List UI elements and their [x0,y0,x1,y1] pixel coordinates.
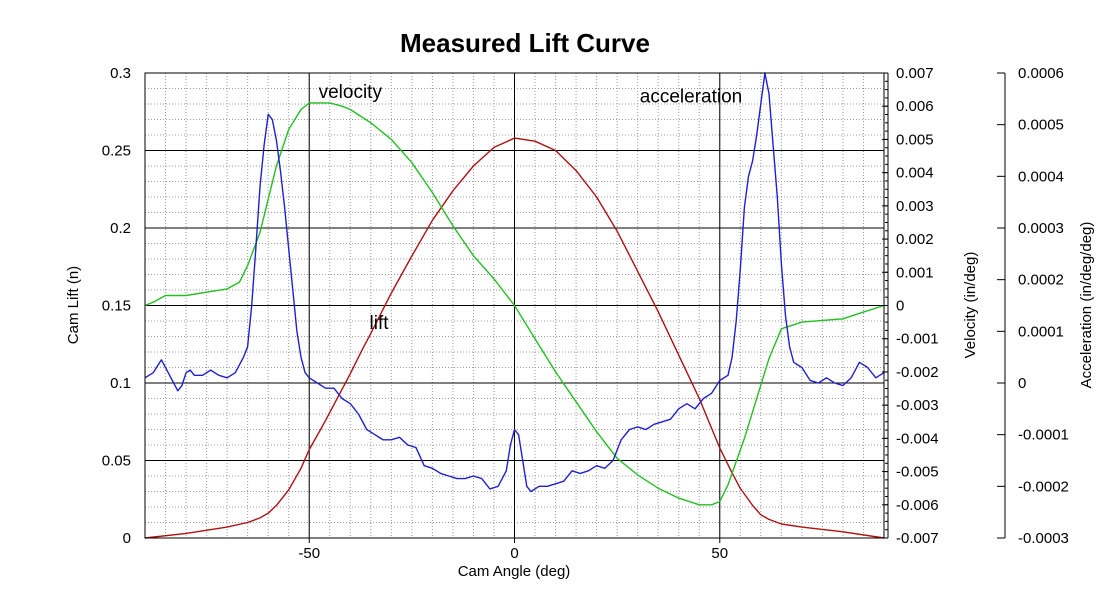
annotations: velocity acceleration lift [319,82,743,334]
acceleration-tick-label: -0.0003 [1018,530,1069,547]
velocity-tick-label: -0.006 [896,497,939,514]
lift-tick-label: 0.1 [110,375,131,392]
lift-annotation: lift [370,313,390,334]
velocity-tick-label: -0.005 [896,464,939,481]
velocity-tick-label: -0.004 [896,430,939,447]
lift-tick-label: 0.2 [110,220,131,237]
acceleration-axis-label: Acceleration (in/deg/deg) [1078,222,1095,389]
acceleration-tick-label: 0.0006 [1018,65,1064,82]
x-tick-label: 0 [510,545,518,562]
velocity-series-line [144,102,885,506]
x-tick-label: 50 [711,545,728,562]
x-tick-label: -50 [298,545,320,562]
velocity-annotation: velocity [319,82,383,103]
velocity-axis-label: Velocity (in/deg) [962,252,979,359]
acceleration-annotation: acceleration [640,86,742,107]
lift-tick-label: 0 [123,530,131,547]
velocity-tick-label: -0.002 [896,364,939,381]
velocity-tick-label: -0.007 [896,530,939,547]
acceleration-tick-label: 0.0005 [1018,117,1064,134]
acceleration-tick-label: 0.0004 [1018,168,1064,185]
velocity-tick-label: 0.006 [896,98,934,115]
x-axis-label: Cam Angle (deg) [458,563,571,580]
velocity-tick-label: 0.005 [896,131,934,148]
lift-series-line [144,137,885,539]
lift-tick-label: 0.3 [110,65,131,82]
velocity-tick-label: 0.004 [896,165,934,182]
lift-tick-label: 0.05 [102,453,131,470]
axes: -50 0 50 0 0.05 0.1 0.15 0.2 0.25 0.3 -0.007 -0.006… [102,65,1069,562]
velocity-tick-label: -0.001 [896,331,939,348]
acceleration-tick-label: 0.0003 [1018,220,1064,237]
acceleration-tick-label: 0.0002 [1018,272,1064,289]
acceleration-tick-label: -0.0002 [1018,478,1069,495]
velocity-tick-label: 0.002 [896,231,934,248]
series-layer [144,72,885,539]
velocity-tick-label: 0.007 [896,65,934,82]
chart-title: Measured Lift Curve [400,28,650,58]
velocity-tick-label: 0.003 [896,198,934,215]
acceleration-series-line [144,72,885,493]
lift-tick-label: 0.15 [102,298,131,315]
acceleration-tick-label: 0 [1018,375,1026,392]
velocity-tick-label: -0.003 [896,397,939,414]
velocity-tick-label: 0 [896,298,904,315]
acceleration-tick-label: -0.0001 [1018,427,1069,444]
lift-axis-label: Cam Lift (n) [65,266,82,344]
velocity-tick-label: 0.001 [896,264,934,281]
lift-tick-label: 0.25 [102,143,131,160]
acceleration-tick-label: 0.0001 [1018,323,1064,340]
